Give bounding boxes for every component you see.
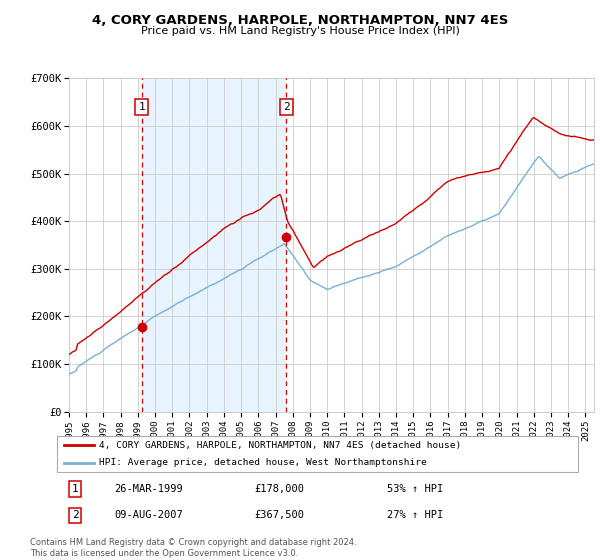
Text: £178,000: £178,000 <box>254 484 305 494</box>
FancyBboxPatch shape <box>56 436 578 472</box>
Text: 27% ↑ HPI: 27% ↑ HPI <box>386 510 443 520</box>
Text: 09-AUG-2007: 09-AUG-2007 <box>115 510 184 520</box>
Text: 2: 2 <box>72 510 79 520</box>
Text: HPI: Average price, detached house, West Northamptonshire: HPI: Average price, detached house, West… <box>99 459 427 468</box>
Text: 1: 1 <box>139 102 145 112</box>
Text: 4, CORY GARDENS, HARPOLE, NORTHAMPTON, NN7 4ES: 4, CORY GARDENS, HARPOLE, NORTHAMPTON, N… <box>92 13 508 27</box>
Text: Price paid vs. HM Land Registry's House Price Index (HPI): Price paid vs. HM Land Registry's House … <box>140 26 460 36</box>
Text: £367,500: £367,500 <box>254 510 305 520</box>
Text: 4, CORY GARDENS, HARPOLE, NORTHAMPTON, NN7 4ES (detached house): 4, CORY GARDENS, HARPOLE, NORTHAMPTON, N… <box>99 441 461 450</box>
Text: 2: 2 <box>283 102 290 112</box>
Text: 1: 1 <box>72 484 79 494</box>
Bar <box>142 78 286 412</box>
Text: 26-MAR-1999: 26-MAR-1999 <box>115 484 184 494</box>
Text: 53% ↑ HPI: 53% ↑ HPI <box>386 484 443 494</box>
Text: Contains HM Land Registry data © Crown copyright and database right 2024.
This d: Contains HM Land Registry data © Crown c… <box>30 538 356 558</box>
